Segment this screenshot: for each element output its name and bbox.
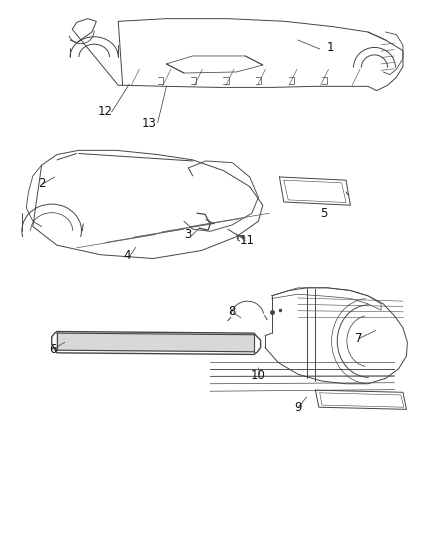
- Text: 7: 7: [355, 332, 363, 345]
- Text: 5: 5: [321, 207, 328, 220]
- Text: 4: 4: [123, 249, 131, 262]
- Text: 3: 3: [185, 228, 192, 241]
- Text: 10: 10: [251, 369, 266, 382]
- Text: 8: 8: [229, 305, 236, 318]
- Text: 9: 9: [294, 401, 302, 414]
- Text: 2: 2: [38, 177, 46, 190]
- Text: 13: 13: [141, 117, 156, 130]
- Polygon shape: [57, 333, 254, 352]
- Text: 11: 11: [240, 235, 255, 247]
- Text: 12: 12: [98, 106, 113, 118]
- Text: 1: 1: [327, 42, 335, 54]
- Text: 6: 6: [49, 343, 57, 356]
